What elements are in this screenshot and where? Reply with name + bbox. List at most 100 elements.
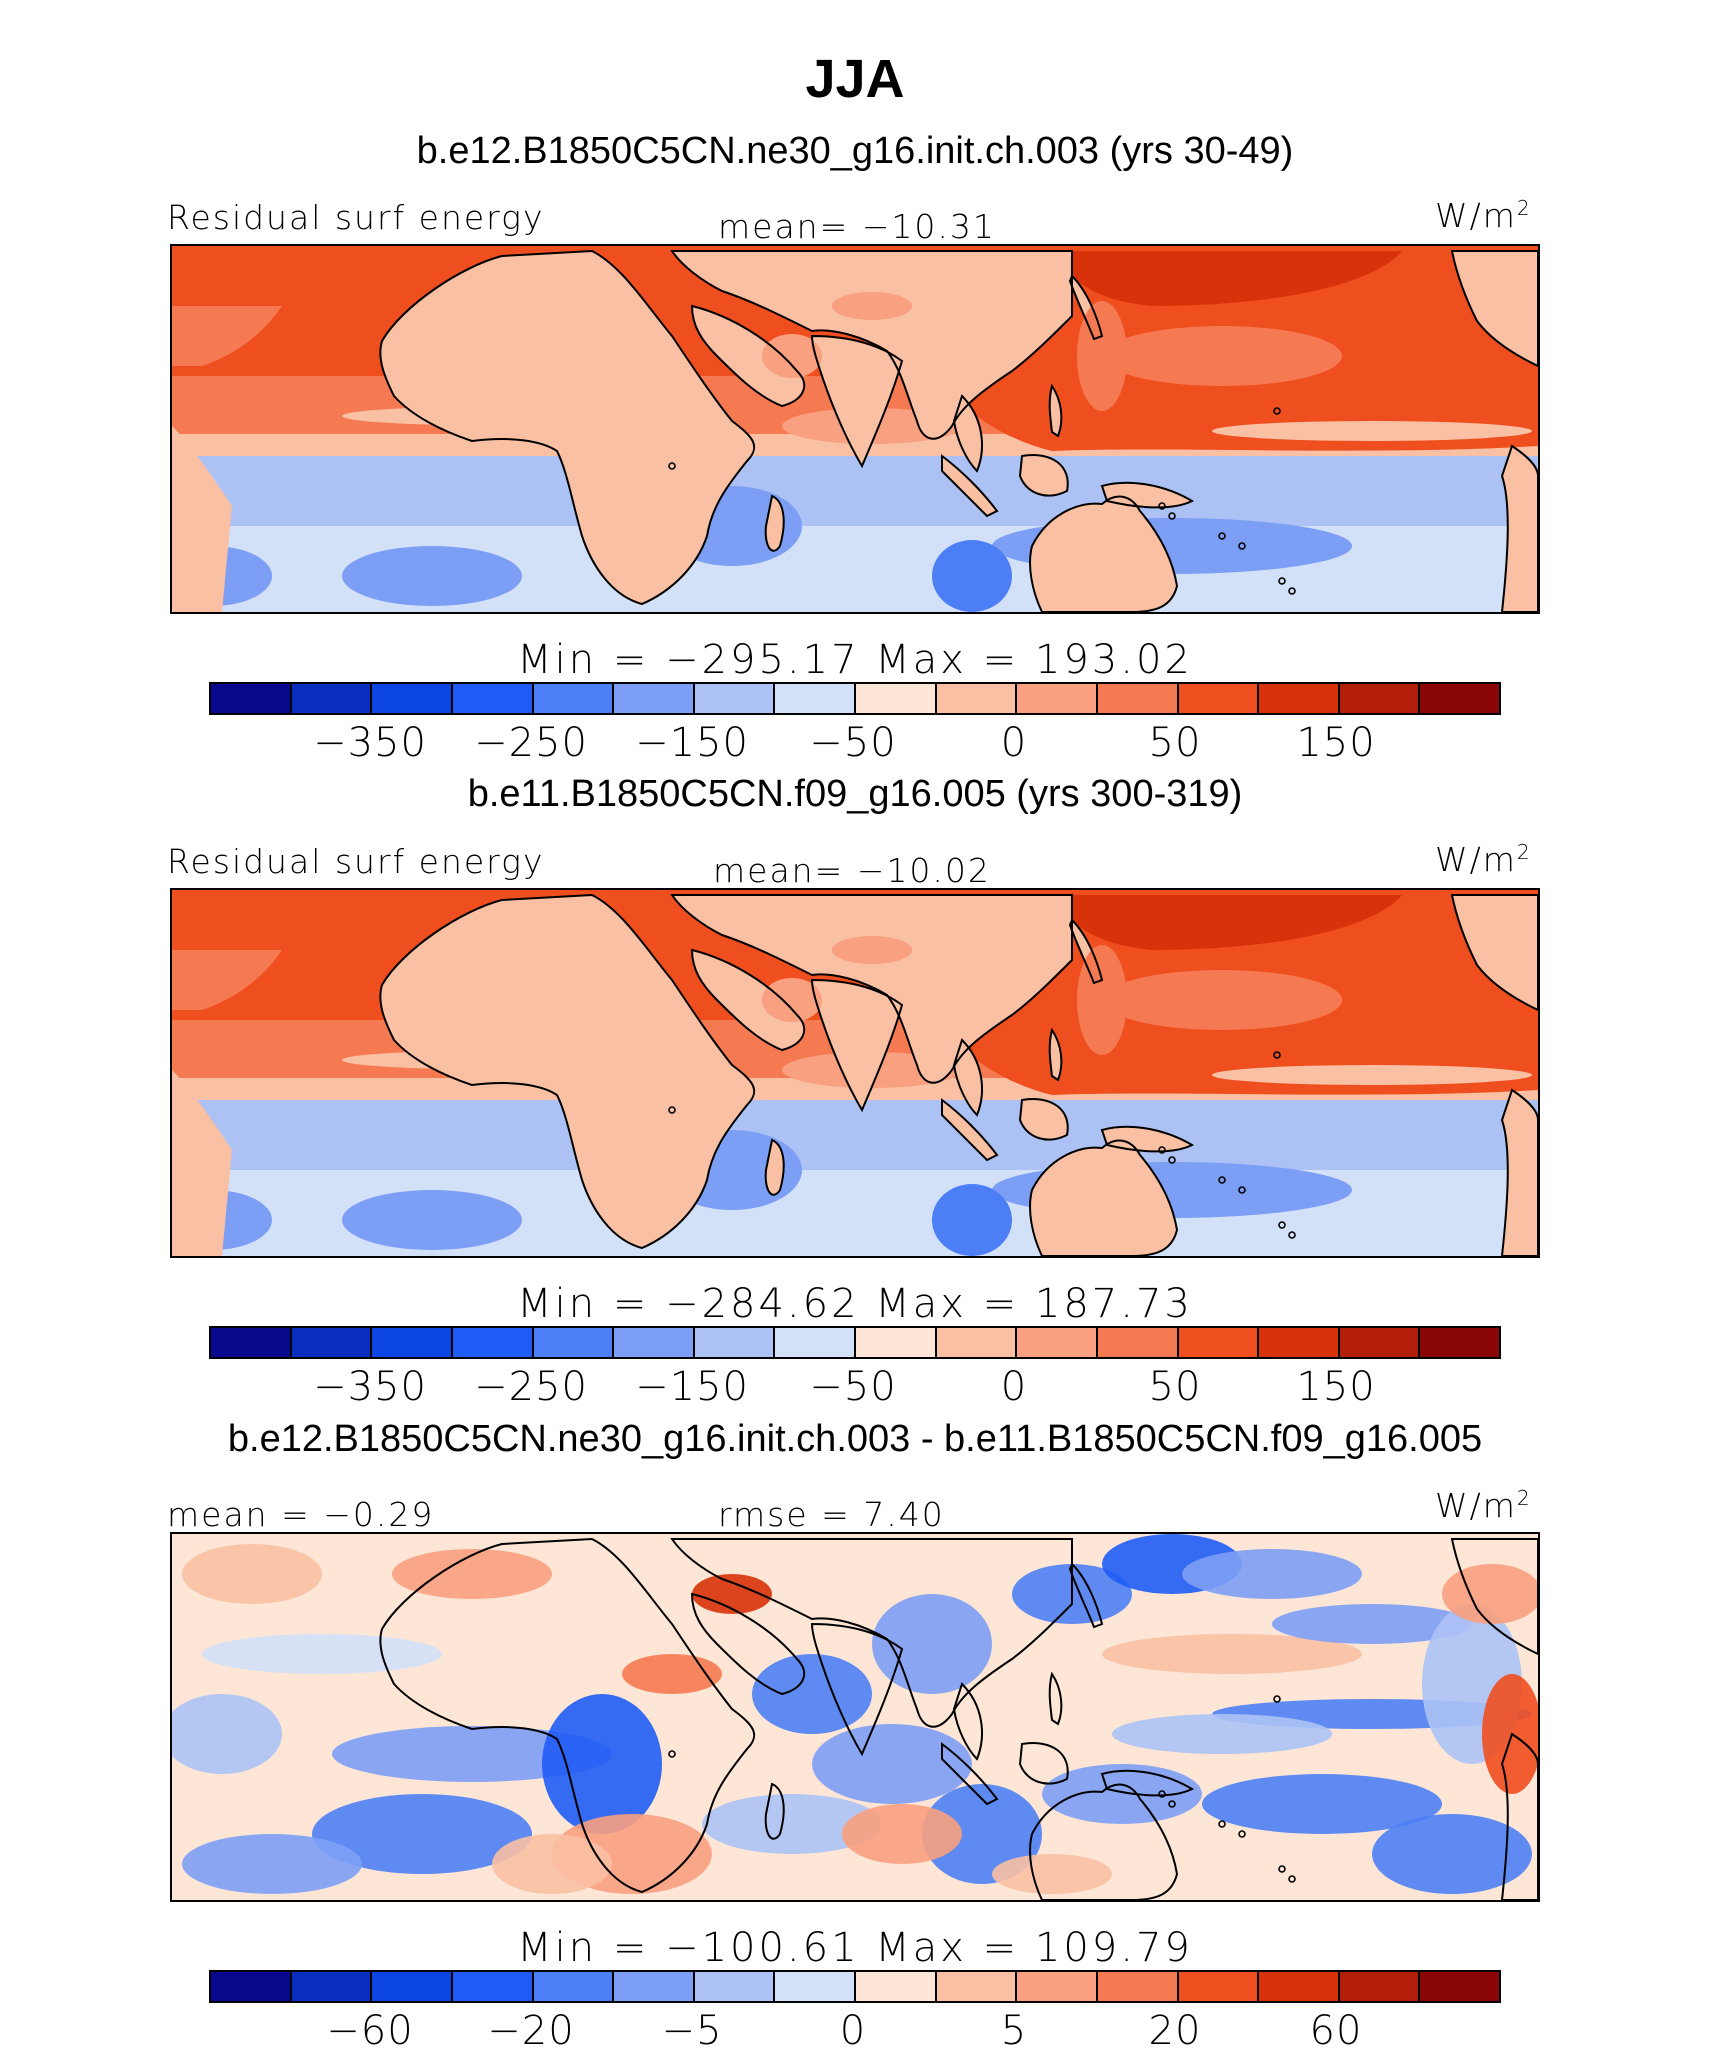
colorbar-box: [775, 1328, 856, 1357]
colorbar-box: [1017, 1972, 1098, 2001]
northwest-warm-patch: [172, 950, 282, 1010]
diff-anomaly-blob: [492, 1834, 612, 1894]
south-indian-cool-patch: [932, 1184, 1012, 1256]
diff-anomaly-blob: [1372, 1814, 1532, 1894]
land-shading: [380, 895, 755, 1248]
south-america-west-land: [172, 426, 232, 612]
coastline: [670, 250, 1073, 440]
colorbar-box: [1259, 1328, 1340, 1357]
land-shading: [672, 895, 1072, 1083]
coastline: [1100, 1125, 1195, 1153]
land-shading: [1030, 1140, 1177, 1256]
island-outline: [1168, 1156, 1176, 1164]
colorbar-box: [856, 1328, 937, 1357]
panel1-colorbar: [209, 682, 1501, 715]
colorbar-box: [856, 684, 937, 713]
colorbar-tick-label: −250: [474, 1364, 588, 1410]
panel2-colorbar: [209, 1326, 1501, 1359]
colorbar-tick-label: −250: [474, 720, 588, 766]
atlantic-cool-patch: [342, 546, 522, 606]
island-outline: [668, 1750, 676, 1758]
diff-anomaly-blob: [812, 1724, 972, 1804]
colorbar-box: [1339, 1972, 1421, 2001]
coastline: [1500, 1088, 1538, 1256]
coastline: [1500, 1732, 1538, 1900]
colorbar-box: [1420, 1328, 1499, 1357]
south-america-west-land: [172, 1070, 232, 1256]
land-shading: [812, 336, 902, 466]
coastline: [1029, 1783, 1179, 1900]
northwest-warm-patch: [172, 306, 282, 366]
colorbar-box: [1178, 1328, 1260, 1357]
coastline: [379, 249, 756, 606]
island-outline: [1158, 502, 1166, 510]
coastline: [379, 893, 756, 1250]
diff-anomaly-blob: [202, 1634, 442, 1674]
coastline: [952, 1682, 983, 1761]
island-outline: [1158, 1790, 1166, 1798]
island-outline: [1288, 587, 1296, 595]
panel2-map: [170, 888, 1540, 1258]
colorbar-box: [1017, 1328, 1098, 1357]
colorbar-box: [614, 1972, 695, 2001]
diff-anomaly-blob: [542, 1694, 662, 1834]
diff-anomaly-blob: [182, 1834, 362, 1894]
island-outline: [1288, 1231, 1296, 1239]
diff-anomaly-blob: [692, 1574, 772, 1614]
colorbar-tick-label: −350: [313, 720, 427, 766]
colorbar-box: [1097, 1328, 1179, 1357]
coastline: [941, 1097, 999, 1162]
panel2-mean-label: mean= −10.02: [713, 851, 991, 890]
colorbar-box: [936, 684, 1018, 713]
colorbar-tick-label: −350: [313, 1364, 427, 1410]
coastline: [379, 1537, 756, 1894]
coastline: [952, 1038, 983, 1117]
pacific-mid-patch: [1102, 970, 1342, 1030]
colorbar-box: [1339, 1328, 1421, 1357]
colorbar-tick-label: 60: [1309, 2008, 1363, 2054]
island-outline: [1238, 1186, 1246, 1194]
island-outline: [1288, 1875, 1296, 1883]
island-outline: [1273, 1695, 1281, 1703]
colorbar-box: [1178, 684, 1260, 713]
diff-anomaly-blob: [392, 1549, 552, 1599]
pacific-hot-core: [1052, 895, 1402, 950]
coastline: [1029, 1139, 1179, 1256]
panel3-title: b.e12.B1850C5CN.ne30_g16.init.ch.003 - b…: [227, 1418, 1483, 1460]
coastline: [764, 1782, 785, 1840]
island-outline: [1278, 1865, 1286, 1873]
island-outline: [1158, 1146, 1166, 1154]
colorbar-box: [452, 1328, 534, 1357]
island-outline: [1168, 1800, 1176, 1808]
coastline: [670, 1538, 1073, 1728]
coastline: [1500, 444, 1538, 612]
panel2-variable-label: Residual surf energy: [167, 842, 545, 881]
diff-anomaly-blob: [1112, 1714, 1332, 1754]
colorbar-tick-label: −60: [326, 2008, 414, 2054]
panel3-units: W/m2: [1435, 1486, 1532, 1525]
panel3-colorbar: [209, 1970, 1501, 2003]
colorbar-box: [614, 1328, 695, 1357]
coastline: [764, 1138, 785, 1196]
colorbar-tick-label: −150: [635, 720, 749, 766]
land-shading: [1502, 446, 1538, 612]
diff-anomaly-blob: [1202, 1774, 1442, 1834]
land-shading: [1049, 386, 1062, 436]
colorbar-box: [291, 1972, 373, 2001]
coastline: [810, 1622, 904, 1757]
colorbar-box: [533, 684, 615, 713]
coastline: [1048, 383, 1063, 438]
colorbar-tick-label: −50: [809, 1364, 897, 1410]
colorbar-tick-label: −20: [487, 2008, 575, 2054]
island-outline: [1218, 1820, 1226, 1828]
coastline: [1018, 1742, 1069, 1785]
land-shading: [380, 251, 755, 604]
island-outline: [668, 1106, 676, 1114]
coastline: [1029, 495, 1179, 612]
colorbar-box: [211, 1328, 292, 1357]
coastline: [1048, 1027, 1063, 1082]
coastline: [941, 1741, 999, 1806]
colorbar-box: [694, 684, 776, 713]
colorbar-box: [1259, 684, 1340, 713]
diff-anomaly-blob: [172, 1694, 282, 1774]
